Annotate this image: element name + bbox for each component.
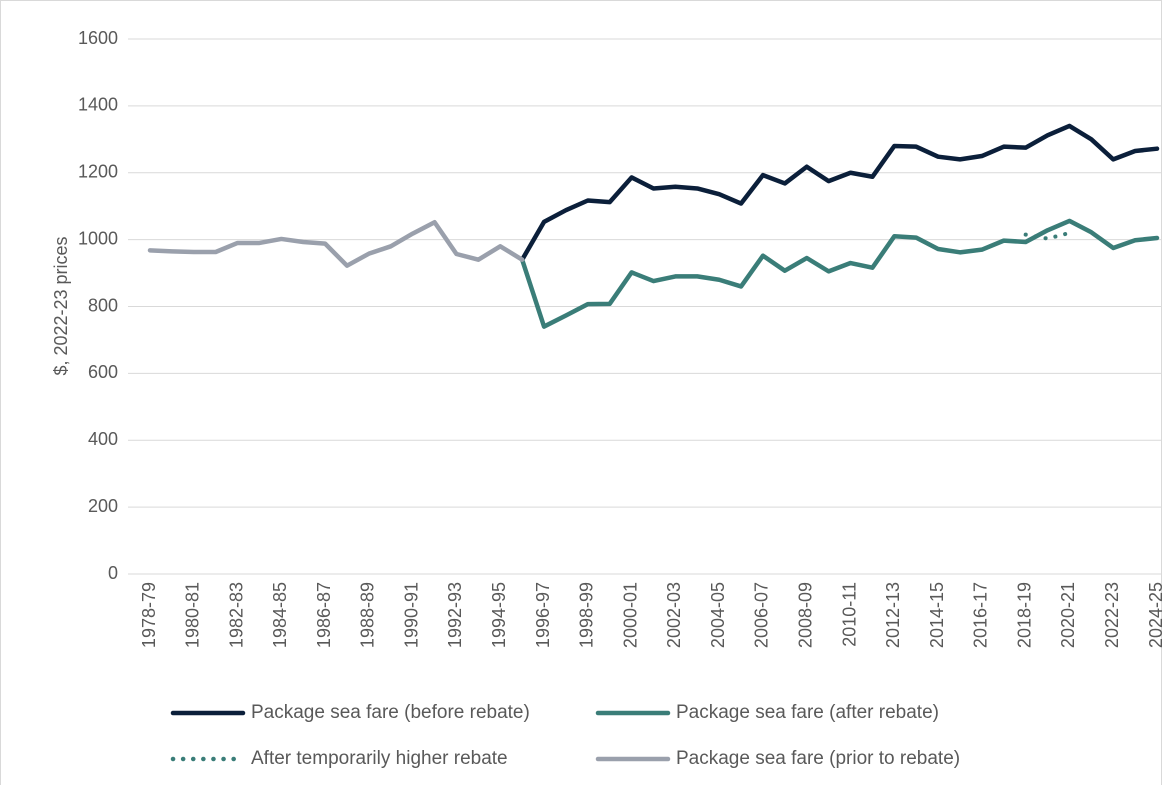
legend-label: Package sea fare (before rebate) (251, 702, 530, 723)
x-tick-label: 2008-09 (795, 582, 815, 648)
x-tick-label: 1990-91 (401, 582, 421, 648)
x-tick-label: 2022-23 (1102, 582, 1122, 648)
legend-label: Package sea fare (prior to rebate) (676, 748, 960, 769)
x-tick-label: 1984-85 (270, 582, 290, 648)
x-tick-label: 2006-07 (752, 582, 772, 648)
legend-label: After temporarily higher rebate (251, 748, 508, 769)
y-tick-label: 400 (88, 429, 118, 449)
x-tick-label: 1982-83 (226, 582, 246, 648)
x-tick-label: 2018-19 (1014, 582, 1034, 648)
x-tick-label: 2020-21 (1058, 582, 1078, 648)
x-tick-label: 1994-95 (489, 582, 509, 648)
x-tick-label: 2012-13 (883, 582, 903, 648)
y-tick-label: 1000 (78, 228, 118, 248)
y-tick-label: 1400 (78, 95, 118, 115)
x-tick-label: 2000-01 (620, 582, 640, 648)
x-tick-label: 2014-15 (927, 582, 947, 648)
y-tick-label: 1600 (78, 28, 118, 48)
x-tick-label: 1988-89 (358, 582, 378, 648)
y-tick-label: 200 (88, 496, 118, 516)
y-tick-label: 1200 (78, 162, 118, 182)
x-tick-label: 2016-17 (971, 582, 991, 648)
x-tick-label: 1998-99 (577, 582, 597, 648)
y-tick-label: 600 (88, 362, 118, 382)
series-line (147, 219, 525, 268)
y-axis-label: $, 2022-23 prices (51, 236, 71, 375)
y-tick-label: 0 (108, 563, 118, 583)
x-tick-label: 1992-93 (445, 582, 465, 648)
x-tick-label: 1978-79 (139, 582, 159, 648)
x-tick-label: 1986-87 (314, 582, 334, 648)
x-tick-label: 1996-97 (533, 582, 553, 648)
series-line (519, 218, 1160, 329)
x-tick-label: 2002-03 (664, 582, 684, 648)
x-tick-label: 2010-11 (839, 582, 859, 647)
x-tick-label: 2004-05 (708, 582, 728, 648)
series-line (519, 123, 1160, 262)
series-line (1023, 230, 1072, 241)
x-tick-label: 2024-25 (1146, 582, 1163, 648)
legend-label: Package sea fare (after rebate) (676, 702, 939, 723)
x-tick-label: 1980-81 (183, 582, 203, 648)
y-tick-label: 800 (88, 295, 118, 315)
